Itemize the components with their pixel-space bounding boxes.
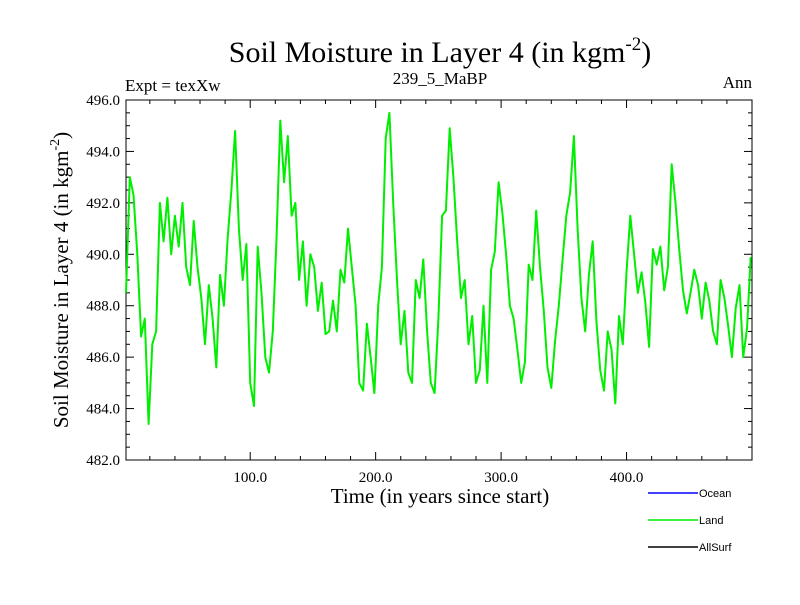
x-tick-label: 100.0 <box>233 470 267 486</box>
experiment-label: Expt = texXw <box>125 76 221 95</box>
axis-ticks: 482.0 484.0 486.0 488.0 490.0 492.0 494.0 496.0… <box>86 93 752 486</box>
y-axis-label: Soil Moisture in Layer 4 (in kgm-2) <box>48 132 73 428</box>
legend-label-allsurf: AllSurf <box>699 542 732 554</box>
y-tick-label: 496.0 <box>86 93 120 109</box>
x-tick-label: 400.0 <box>610 470 644 486</box>
legend-label-ocean: Ocean <box>699 488 731 500</box>
legend-label-land: Land <box>699 515 723 527</box>
series-line-land <box>125 111 752 425</box>
y-tick-label: 482.0 <box>86 453 120 469</box>
x-axis-label: Time (in years since start) <box>331 484 550 508</box>
y-axis-label-main: Soil Moisture in Layer 4 (in kgm <box>49 151 73 429</box>
chart-title-main: Soil Moisture in Layer 4 (in kgm <box>229 36 626 69</box>
y-axis-label-superscript: -2 <box>48 139 63 151</box>
x-tick-label: 200.0 <box>359 470 393 486</box>
chart-title: Soil Moisture in Layer 4 (in kgm-2) <box>229 34 651 69</box>
y-tick-label: 486.0 <box>86 350 120 366</box>
chart-title-superscript: -2 <box>625 34 641 55</box>
y-tick-label: 494.0 <box>86 144 120 160</box>
chart-title-end: ) <box>641 36 651 69</box>
y-tick-label: 484.0 <box>86 402 120 418</box>
y-axis-label-end: ) <box>49 132 73 139</box>
season-label: Ann <box>723 73 753 92</box>
period-label: 239_5_MaBP <box>393 69 487 88</box>
x-tick-label: 300.0 <box>484 470 518 486</box>
y-tick-label: 488.0 <box>86 299 120 315</box>
series-layer <box>125 111 752 425</box>
y-tick-label: 490.0 <box>86 247 120 263</box>
y-tick-label: 492.0 <box>86 196 120 212</box>
legend: Ocean Land AllSurf <box>648 488 732 554</box>
